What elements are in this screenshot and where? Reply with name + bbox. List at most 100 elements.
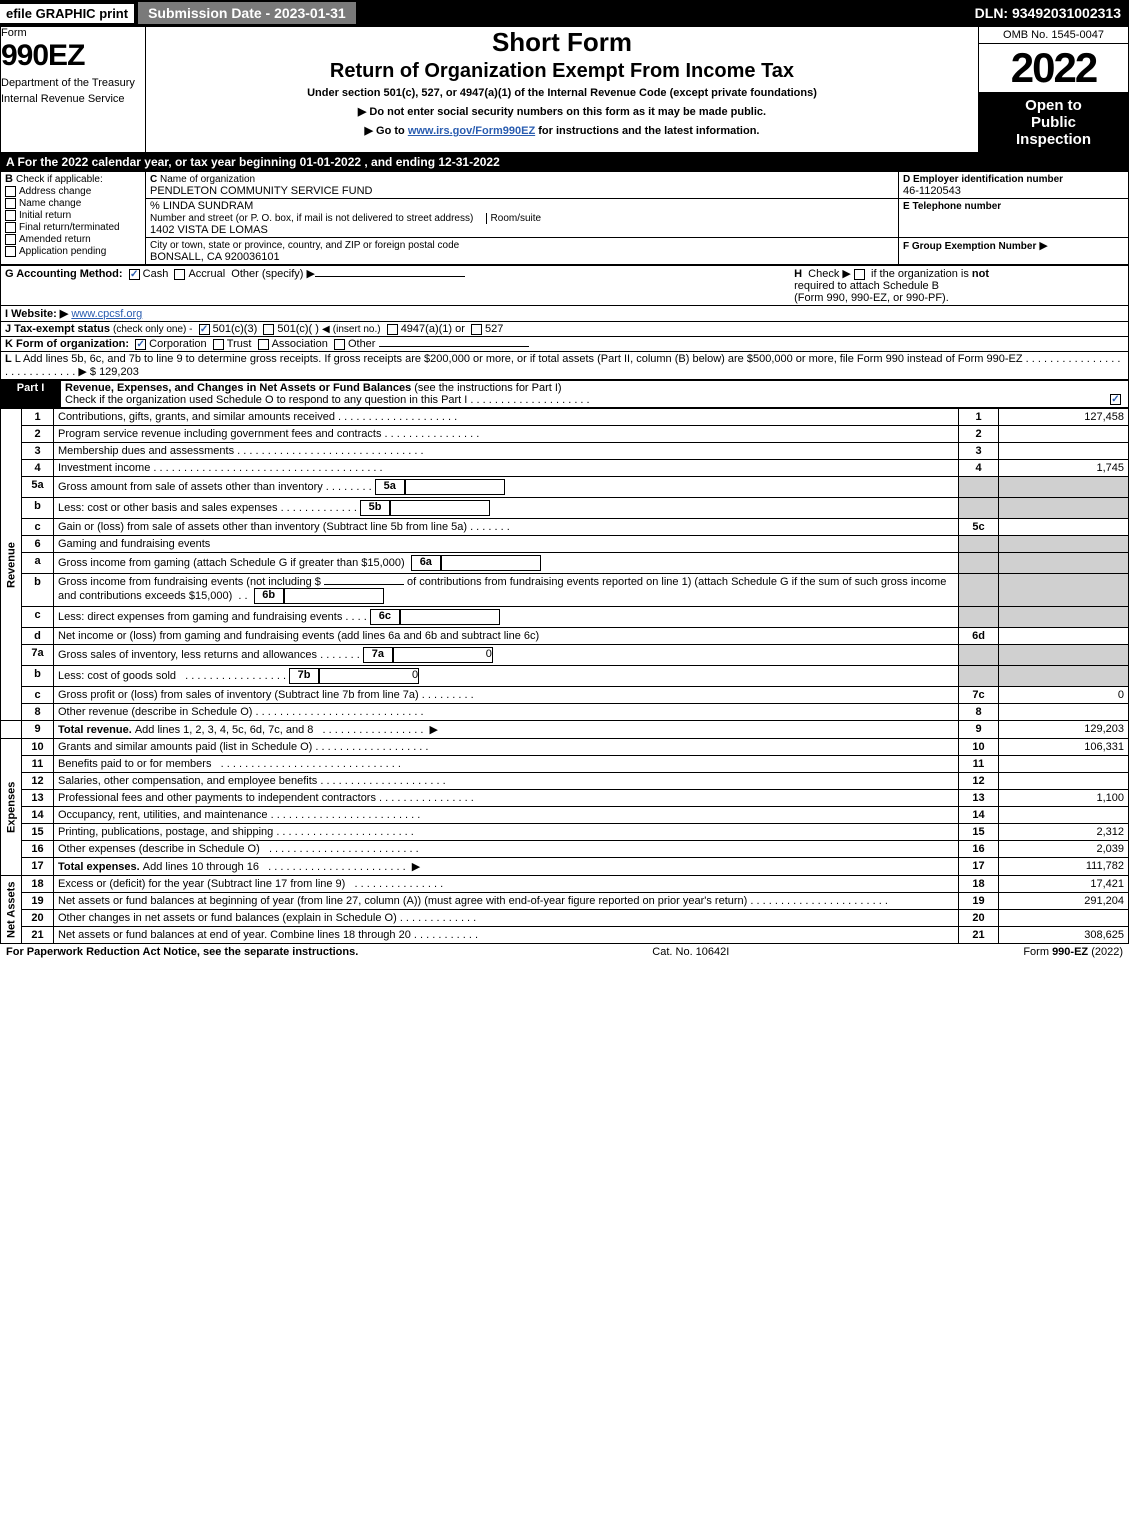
- line-7c-num: c: [22, 687, 54, 704]
- line-15-num: 15: [22, 824, 54, 841]
- part1-check-text: Check if the organization used Schedule …: [65, 394, 467, 406]
- checkbox-corporation[interactable]: [135, 339, 146, 350]
- line-7c-desc: Gross profit or (loss) from sales of inv…: [54, 687, 959, 704]
- checkbox-application-pending[interactable]: [5, 246, 16, 257]
- line-3-num: 3: [22, 443, 54, 460]
- checkbox-trust[interactable]: [213, 339, 224, 350]
- line-4-desc: Investment income . . . . . . . . . . . …: [54, 460, 959, 477]
- room-label: Room/suite: [486, 213, 542, 224]
- section-h-text3: required to attach Schedule B: [794, 280, 939, 292]
- line-3-text: Membership dues and assessments: [58, 445, 234, 457]
- line-6c-ref-grey: [959, 607, 999, 628]
- line-6d-ref: 6d: [959, 628, 999, 645]
- efile-badge: efile GRAPHIC print: [0, 4, 134, 23]
- instr-goto: ▶ Go to www.irs.gov/Form990EZ for instru…: [146, 124, 978, 137]
- line-7a-iamt: 0: [393, 647, 493, 663]
- line-17-desc: Total expenses. Add lines 10 through 16 …: [54, 858, 959, 876]
- section-g-label: G Accounting Method:: [5, 268, 123, 280]
- line-6-num: 6: [22, 536, 54, 553]
- line-14-amt: [999, 807, 1129, 824]
- ein-value: 46-1120543: [903, 185, 961, 197]
- checkbox-527[interactable]: [471, 324, 482, 335]
- line-6c-desc: Less: direct expenses from gaming and fu…: [54, 607, 959, 628]
- dept-irs: Internal Revenue Service: [1, 93, 145, 105]
- line-6c-amt-grey: [999, 607, 1129, 628]
- checkbox-name-change[interactable]: [5, 198, 16, 209]
- section-h-text2: if the organization is: [871, 268, 972, 280]
- checkbox-address-change[interactable]: [5, 186, 16, 197]
- footer-cat-no: Cat. No. 10642I: [652, 946, 729, 958]
- checkbox-schedule-o-part1[interactable]: [1110, 394, 1121, 405]
- line-4-text: Investment income: [58, 462, 150, 474]
- section-c-label: C: [150, 174, 157, 185]
- city-value: BONSALL, CA 920036101: [150, 251, 280, 263]
- line-17-text: Add lines 10 through 16: [143, 861, 259, 873]
- checkbox-accrual[interactable]: [174, 269, 185, 280]
- line-14-text: Occupancy, rent, utilities, and maintena…: [58, 809, 268, 821]
- checkbox-initial-return[interactable]: [5, 210, 16, 221]
- line-9-bold: Total revenue.: [58, 724, 135, 736]
- irs-link[interactable]: www.irs.gov/Form990EZ: [408, 125, 535, 137]
- website-link[interactable]: www.cpcsf.org: [71, 308, 142, 320]
- omb-number: OMB No. 1545-0047: [979, 27, 1128, 44]
- checkbox-other-org[interactable]: [334, 339, 345, 350]
- line-18-text: Excess or (deficit) for the year (Subtra…: [58, 878, 345, 890]
- footer-form-post: (2022): [1088, 946, 1123, 958]
- entity-info-table: B Check if applicable: Address change Na…: [0, 171, 1129, 265]
- line-6-desc: Gaming and fundraising events: [54, 536, 959, 553]
- section-i-cell: I Website: ▶ www.cpcsf.org: [1, 306, 1129, 322]
- line-6d-amt: [999, 628, 1129, 645]
- checkbox-4947[interactable]: [387, 324, 398, 335]
- revenue-table: Revenue 1 Contributions, gifts, grants, …: [0, 408, 1129, 944]
- line-5c-desc: Gain or (loss) from sale of assets other…: [54, 519, 959, 536]
- line-7a-ref-grey: [959, 645, 999, 666]
- section-h-not: not: [972, 268, 989, 280]
- line-14-ref: 14: [959, 807, 999, 824]
- line-1-amt: 127,458: [999, 409, 1129, 426]
- line-21-text: Net assets or fund balances at end of ye…: [58, 929, 411, 941]
- gh-table: G Accounting Method: Cash Accrual Other …: [0, 265, 1129, 380]
- checkbox-cash[interactable]: [129, 269, 140, 280]
- line-6a-num: a: [22, 553, 54, 574]
- line-5b-text: Less: cost or other basis and sales expe…: [58, 502, 278, 514]
- part1-header-table: Part I Revenue, Expenses, and Changes in…: [0, 380, 1129, 408]
- line-6b-blank: [324, 584, 404, 585]
- section-l-cell: L L Add lines 5b, 6c, and 7b to line 9 t…: [1, 352, 1129, 380]
- section-i-label: I Website: ▶: [5, 308, 68, 320]
- line-19-ref: 19: [959, 893, 999, 910]
- open-inspection-cell: Open to Public Inspection: [979, 93, 1129, 153]
- checkbox-schedule-b-not-required[interactable]: [854, 269, 865, 280]
- under-section: Under section 501(c), 527, or 4947(a)(1)…: [146, 87, 978, 99]
- line-15-amt: 2,312: [999, 824, 1129, 841]
- line-11-ref: 11: [959, 756, 999, 773]
- line-16-text: Other expenses (describe in Schedule O): [58, 843, 260, 855]
- line-5a-text: Gross amount from sale of assets other t…: [58, 481, 323, 493]
- line-4-num: 4: [22, 460, 54, 477]
- line-5a-amt-grey: [999, 477, 1129, 498]
- line-13-text: Professional fees and other payments to …: [58, 792, 376, 804]
- line-3-ref: 3: [959, 443, 999, 460]
- line-7a-num: 7a: [22, 645, 54, 666]
- line-17-num: 17: [22, 858, 54, 876]
- line-11-num: 11: [22, 756, 54, 773]
- checkbox-501c3[interactable]: [199, 324, 210, 335]
- checkbox-amended-return[interactable]: [5, 234, 16, 245]
- title-short-form: Short Form: [146, 27, 978, 58]
- line-13-desc: Professional fees and other payments to …: [54, 790, 959, 807]
- line-6c-iamt: [400, 609, 500, 625]
- line-20-desc: Other changes in net assets or fund bala…: [54, 910, 959, 927]
- revenue-vertical-label: Revenue: [1, 409, 22, 721]
- line-8-amt: [999, 704, 1129, 721]
- line-8-ref: 8: [959, 704, 999, 721]
- line-7a-desc: Gross sales of inventory, less returns a…: [54, 645, 959, 666]
- line-15-ref: 15: [959, 824, 999, 841]
- checkbox-501c[interactable]: [263, 324, 274, 335]
- checkbox-association[interactable]: [258, 339, 269, 350]
- instr-goto-pre: ▶ Go to: [365, 125, 408, 137]
- opt-4947: 4947(a)(1) or: [401, 323, 465, 335]
- submission-date: 2023-01-31: [274, 5, 346, 21]
- line-20-text: Other changes in net assets or fund bala…: [58, 912, 397, 924]
- netassets-vertical-label: Net Assets: [1, 876, 22, 944]
- checkbox-final-return[interactable]: [5, 222, 16, 233]
- line-8-num: 8: [22, 704, 54, 721]
